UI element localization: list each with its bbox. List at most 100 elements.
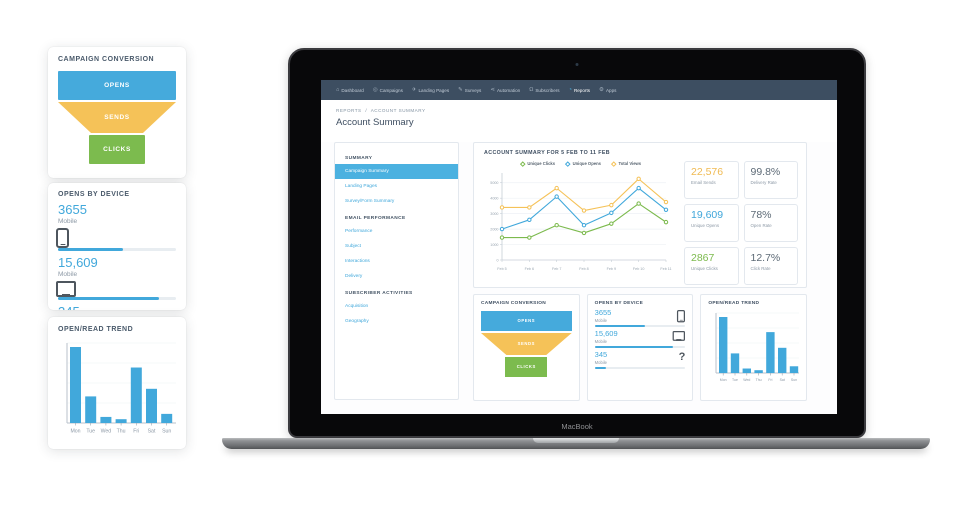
device-row: 3655 Mobile [594,308,686,327]
stat-click-rate: 12.7% Click Rate [743,247,798,285]
page-title: Account Summary [336,117,414,128]
nav-item-campaigns[interactable]: ◎ Campaigns [372,86,403,93]
panel-open-read-trend: OPEN/READ TREND Mon Tue Wed Thu Fri Sat Sun [48,317,186,449]
account-summary-line-chart: 0 1000 2000 3000 4000 5000 Feb 5 Feb 6 Feb 7 Feb … [490,173,672,271]
svg-text:Feb 10: Feb 10 [633,267,644,271]
device-value: 15,609 [594,329,618,338]
panel-title: OPEN/READ TREND [58,326,134,333]
progress-track [594,325,686,327]
sidebar-item-performance[interactable]: Performance [345,229,373,234]
nav-item-subscribers[interactable]: Ω Subscribers [529,86,560,93]
stat-value: 12.7% [750,252,781,264]
svg-text:5000: 5000 [490,181,498,185]
legend-label: Unique Clicks [527,161,556,166]
funnel-stage-opens: OPENS [58,71,176,100]
card-title: OPEN/READ TREND [708,301,760,306]
breadcrumb: REPORTS / ACCOUNT SUMMARY [336,108,822,113]
svg-text:0: 0 [496,258,498,262]
svg-text:Feb 6: Feb 6 [525,267,534,271]
svg-text:2000: 2000 [490,227,498,231]
stat-open-rate: 78% Open Rate [743,204,798,242]
progress-track [58,297,176,300]
line-chart-area: Unique Clicks Unique Opens Total Views 0… [482,159,680,285]
sidebar-item-campaign-summary[interactable]: Campaign Summary [335,164,458,179]
sidebar-item-landing-pages[interactable]: Landing Pages [345,184,378,189]
svg-text:Fri: Fri [769,378,773,382]
stat-label: Open Rate [750,223,772,228]
breadcrumb-reports[interactable]: REPORTS [336,108,362,113]
nav-label: Surveys [464,87,482,93]
progress-fill [594,325,645,327]
bell-icon: Ω [529,86,534,93]
sidebar-item-survey-form-summary[interactable]: Survey/Form Summary [345,199,395,204]
sidebar-header-summary: SUMMARY [345,156,373,161]
open-read-trend-chart: Mon Tue Wed Thu Fri Sat Sun [66,342,176,435]
macbook-brand-label: MacBook [561,422,593,431]
home-icon: ⌂ [336,86,340,93]
card-title: CAMPAIGN CONVERSION [481,301,547,306]
nav-label: Apps [605,87,617,93]
svg-text:1000: 1000 [490,243,498,247]
svg-text:Sun: Sun [791,378,797,382]
open-read-trend-card: OPEN/READ TREND Mon Tue Wed Thu Fri Sat Sun [700,294,808,401]
legend-unique-opens[interactable]: Unique Opens [565,161,601,166]
open-read-trend-chart: Mon Tue Wed Thu Fri Sat Sun [715,312,800,382]
nav-label: Landing Pages [418,87,450,93]
webcam-icon [575,63,579,66]
sidebar-item-geography[interactable]: Geography [345,319,369,324]
paper-plane-icon: ✈ [411,86,417,93]
stat-label: Delivery Rate [750,180,777,185]
device-value: 3655 [58,202,87,217]
panel-title: OPENS BY DEVICE [58,191,130,198]
device-row: 3655 Mobile [56,202,176,251]
nav-item-dashboard[interactable]: ⌂ Dashboard [336,86,364,93]
nav-item-automation[interactable]: ⋖ Automation [490,86,520,93]
svg-text:Sun: Sun [162,429,171,435]
funnel-stage-sends: SENDS [481,333,572,355]
conversion-funnel: OPENS SENDS CLICKS [481,311,572,377]
svg-text:Wed: Wed [744,378,751,382]
stat-value: 19,609 [691,209,724,221]
nav-item-reports[interactable]: ◔ Reports [568,86,590,93]
stat-label: Unique Clicks [691,266,718,271]
question-icon: ? [678,351,686,363]
sidebar-item-delivery[interactable]: Delivery [345,274,363,279]
stat-value: 22,576 [691,166,724,178]
progress-track [594,367,686,369]
smartphone-icon [56,228,69,248]
svg-text:Feb 11: Feb 11 [660,267,671,271]
stat-email-sends: 22,576 Email Sends [684,161,739,199]
app-window: ⌂ Dashboard ◎ Campaigns ✈ Landing Pages ✎ Su… [321,80,837,414]
macbook-base [222,438,930,449]
device-row: 15,609 Mobile [594,329,686,348]
device-label: Mobile [58,271,78,278]
breadcrumb-account-summary: ACCOUNT SUMMARY [370,108,426,113]
device-value: 345 [58,305,176,310]
nav-item-landing-pages[interactable]: ✈ Landing Pages [411,86,450,93]
nav-label: Subscribers [535,87,560,93]
sidebar-item-interactions[interactable]: Interactions [345,259,370,264]
chart-legend: Unique Clicks Unique Opens Total Views [482,161,680,166]
legend-unique-clicks[interactable]: Unique Clicks [520,161,556,166]
funnel-stage-sends: SENDS [58,102,176,133]
svg-text:Feb 5: Feb 5 [497,267,506,271]
nav-label: Campaigns [379,87,403,93]
megaphone-icon: ◎ [372,86,378,93]
stat-value: 2867 [691,252,715,264]
account-summary-card: ACCOUNT SUMMARY FOR 5 FEB TO 11 FEB Uniq… [473,142,807,288]
device-value: 3655 [594,308,612,317]
nav-item-surveys[interactable]: ✎ Surveys [458,87,482,93]
gear-icon: ⚙ [599,86,604,93]
diamond-icon [611,161,617,166]
sidebar-item-subject[interactable]: Subject [345,244,361,249]
sidebar-item-acquisition[interactable]: Acquisition [345,304,369,309]
automation-icon: ⋖ [490,86,495,93]
smartphone-icon [677,310,686,323]
nav-item-apps[interactable]: ⚙ Apps [599,86,617,93]
device-label: Mobile [58,218,78,225]
legend-total-views[interactable]: Total Views [611,161,641,166]
svg-text:3000: 3000 [490,212,498,216]
card-title: OPENS BY DEVICE [594,301,644,306]
device-value: 345 [594,350,608,359]
pie-chart-icon: ◔ [568,86,572,93]
